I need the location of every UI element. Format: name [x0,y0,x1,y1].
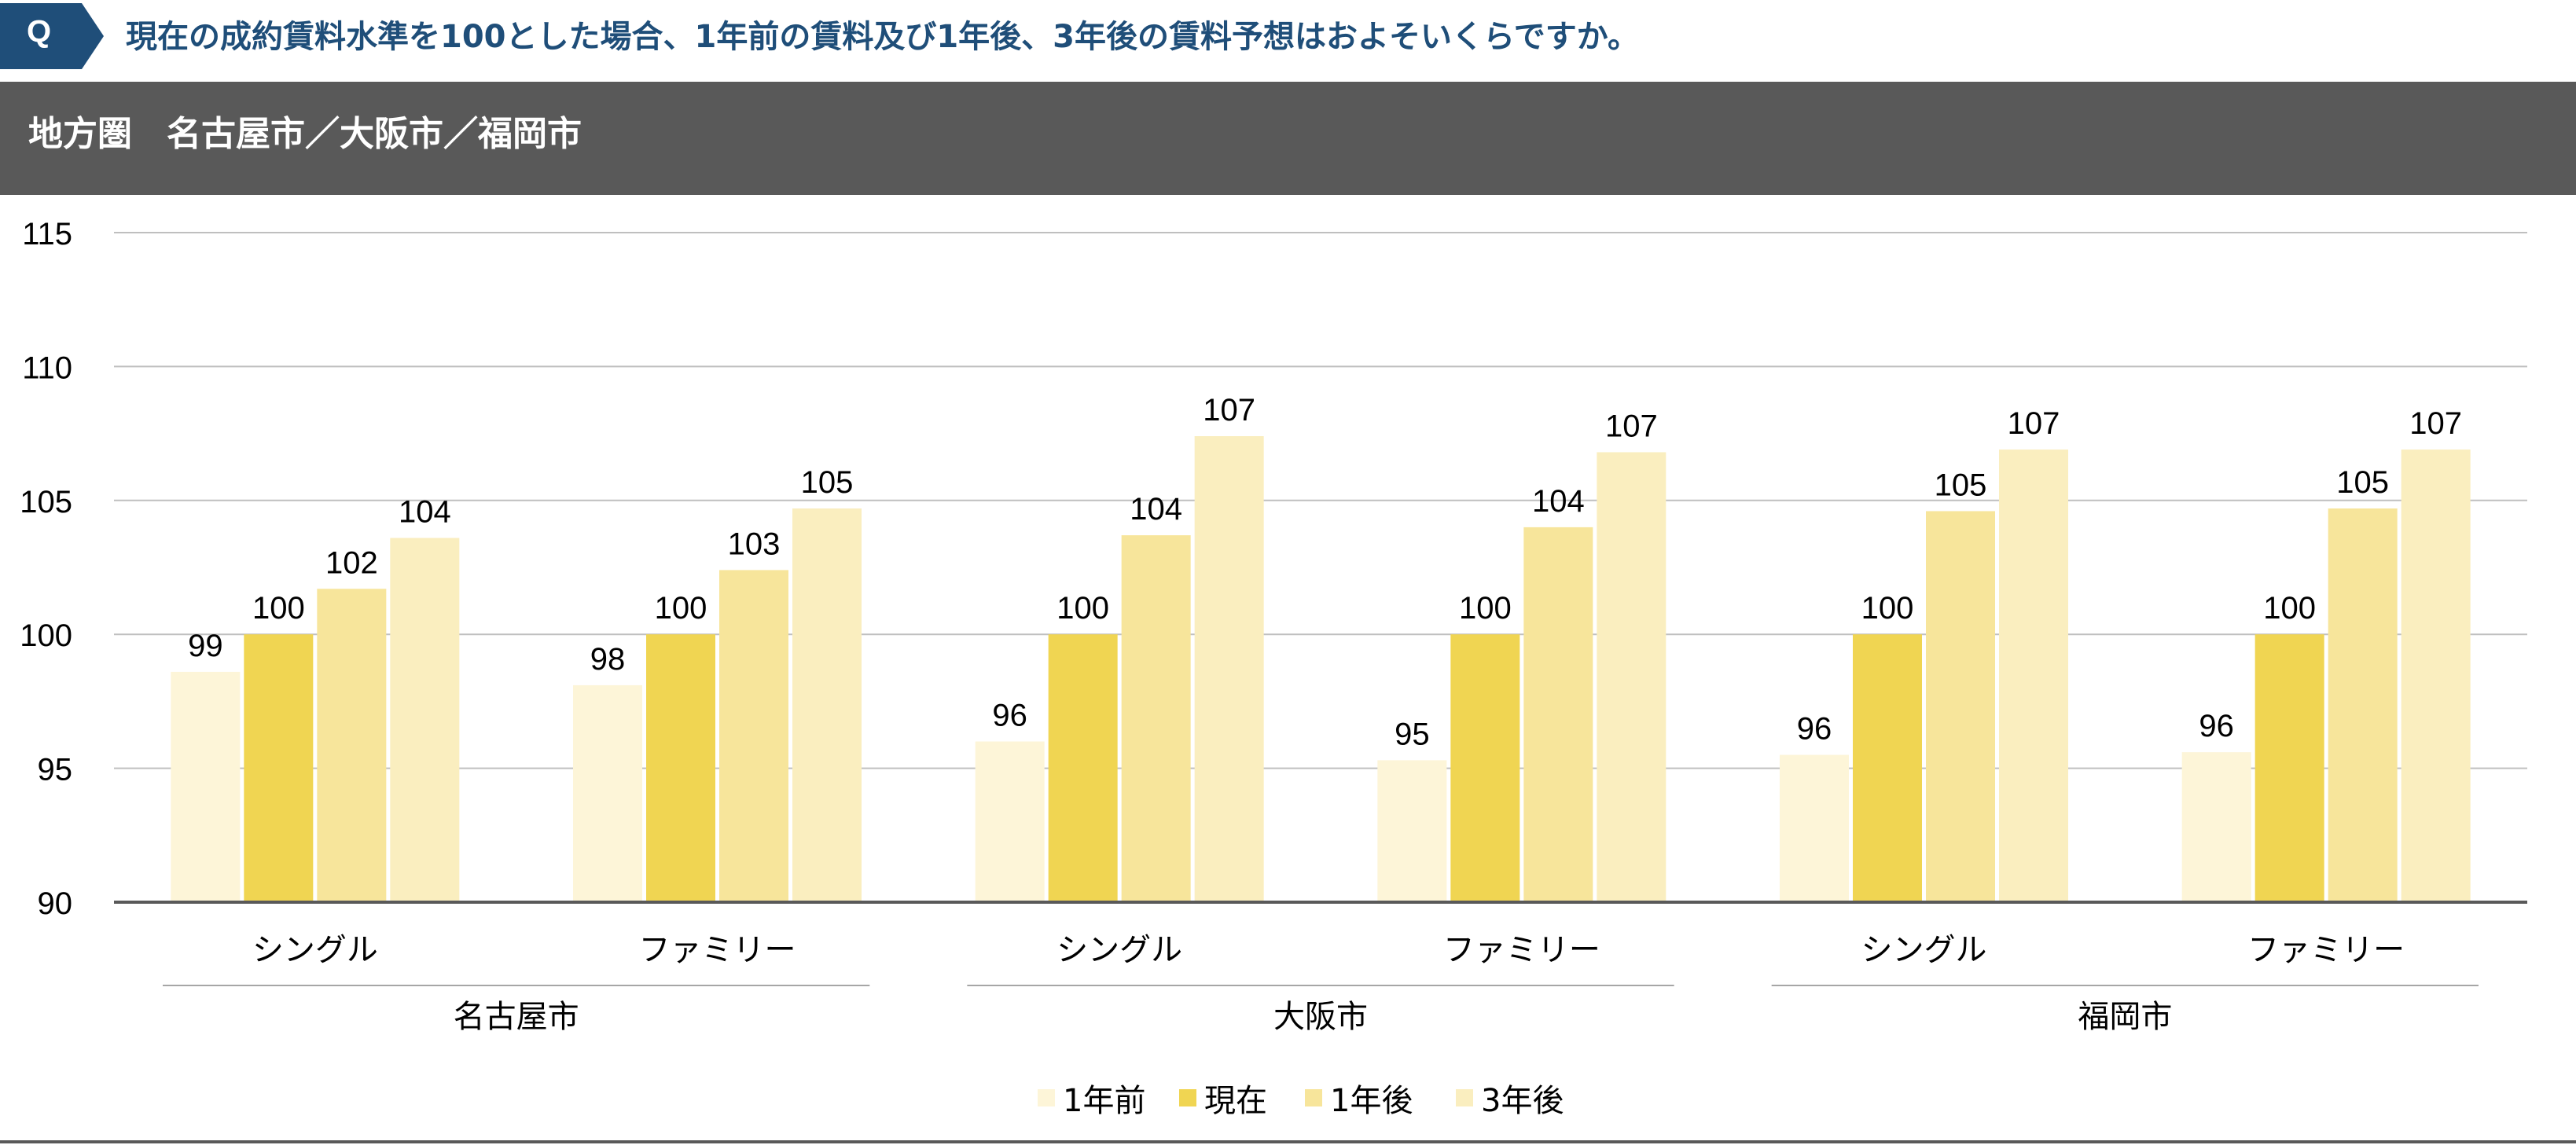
x-category-label: ファミリー [2247,932,2405,968]
bar [2181,752,2251,902]
bar [646,634,715,902]
data-label: 96 [2199,709,2234,743]
region-banner: 地方圏 名古屋市／大阪市／福岡市 [0,82,2576,195]
bar [975,741,1045,902]
data-label: 100 [1861,591,1914,626]
data-label: 107 [1605,409,1658,443]
legend-swatch [1305,1089,1322,1106]
q-badge-letter: Q [27,14,52,49]
bar [573,684,642,902]
data-label: 100 [2263,591,2316,626]
legend-swatch [1038,1089,1055,1106]
bar [1597,452,1666,902]
y-tick-label: 100 [20,618,72,653]
data-label: 104 [1130,492,1182,527]
bar [719,570,788,902]
data-label: 107 [1203,393,1255,428]
bar [2328,508,2398,902]
bar-chart: 90 95 100 105 110 115 99 100 102 104 シングル 98 100 103 1… [20,217,2527,1119]
bar [390,538,460,902]
data-label: 96 [1797,712,1832,747]
question-text: 現在の成約賃料水準を100とした場合、1年前の賃料及び1年後、3年後の賃料予想は… [126,19,1639,55]
bar [244,634,314,902]
y-tick-label: 95 [38,753,73,787]
legend-label: 1年前 [1063,1083,1145,1119]
y-tick-label: 110 [22,350,72,385]
bar [171,671,241,902]
region-title: 地方圏 名古屋市／大阪市／福岡市 [28,114,582,154]
bar [1194,436,1264,902]
q-badge: Q [0,3,104,69]
q-badge-shape [0,3,104,69]
data-label: 104 [399,495,451,530]
data-label: 105 [2336,465,2389,500]
legend-label: 3年後 [1481,1083,1564,1119]
group-label: 福岡市 [2078,999,2172,1035]
legend-swatch [1456,1089,1473,1106]
bar [1926,511,1995,902]
data-label: 104 [1532,484,1585,519]
y-tick-label: 105 [20,485,72,519]
legend-swatch [1179,1089,1196,1106]
data-label: 105 [1935,468,1987,502]
legend-label: 現在 [1204,1083,1267,1119]
x-category-label: ファミリー [1443,932,1600,968]
bar [317,589,387,902]
data-label: 100 [252,591,305,626]
bar [1853,634,1922,902]
legend-label: 1年後 [1330,1083,1413,1119]
bar [1048,634,1118,902]
data-label: 96 [992,699,1027,733]
data-label: 103 [728,527,781,561]
data-label: 98 [590,642,626,677]
data-label: 100 [1459,591,1512,626]
bar [2254,634,2324,902]
data-label: 102 [325,545,378,580]
data-label: 100 [655,591,707,626]
bar [1523,527,1593,902]
data-label: 95 [1395,717,1430,751]
bar [2401,450,2471,902]
data-label: 107 [2409,406,2462,441]
group-label: 大阪市 [1273,999,1368,1035]
question-header: Q 現在の成約賃料水準を100とした場合、1年前の賃料及び1年後、3年後の賃料予… [0,0,2576,72]
bar [1450,634,1520,902]
bar [1377,760,1447,902]
group-label: 名古屋市 [454,999,579,1035]
bar [1999,450,2068,902]
x-category-label: シングル [1861,932,1987,968]
data-label: 99 [188,629,223,663]
y-tick-label: 115 [22,217,72,251]
data-label: 107 [2008,406,2060,441]
bar [1780,754,1849,902]
x-category-label: シングル [1056,932,1182,968]
data-label: 105 [801,465,854,500]
data-label: 100 [1056,591,1109,626]
x-category-label: シングル [252,932,378,968]
y-tick-label: 90 [38,886,73,921]
x-category-label: ファミリー [639,932,796,968]
bar [1121,535,1191,902]
bottom-rule [0,1140,2576,1143]
bar [792,508,862,902]
